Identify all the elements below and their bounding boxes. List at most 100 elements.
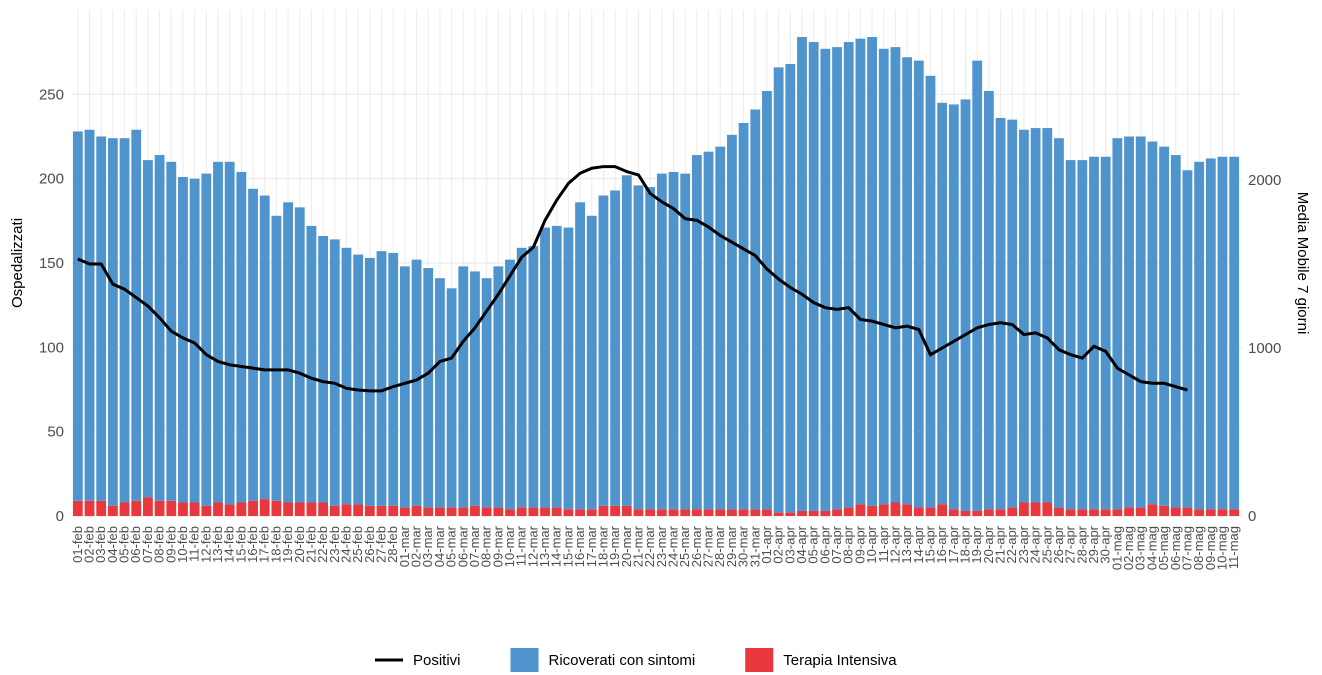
bar bbox=[902, 57, 913, 505]
y2-tick-label: 1000 bbox=[1248, 340, 1281, 357]
x-tick-label: 20-mar bbox=[619, 525, 634, 567]
x-tick-label: 02-mag bbox=[1121, 526, 1136, 570]
bar bbox=[680, 509, 691, 516]
bar bbox=[1170, 507, 1181, 516]
bar bbox=[645, 187, 656, 510]
x-tick-label: 25-apr bbox=[1039, 525, 1054, 563]
bar bbox=[913, 60, 924, 508]
legend-swatch bbox=[510, 648, 539, 672]
bar bbox=[119, 502, 130, 516]
x-tick-label: 19-mar bbox=[607, 525, 622, 567]
bar bbox=[563, 509, 574, 516]
x-tick-label: 23-apr bbox=[1016, 525, 1031, 563]
x-tick-label: 27-feb bbox=[374, 526, 389, 563]
bar bbox=[1100, 156, 1111, 510]
bar bbox=[773, 512, 784, 516]
bar bbox=[878, 48, 889, 505]
bar bbox=[306, 502, 317, 516]
bar bbox=[645, 509, 656, 516]
x-tick-label: 26-feb bbox=[362, 526, 377, 563]
bar bbox=[72, 131, 83, 501]
x-tick-label: 12-apr bbox=[887, 525, 902, 563]
bar bbox=[691, 155, 702, 510]
bar bbox=[598, 195, 609, 506]
bar bbox=[1182, 507, 1193, 516]
bar bbox=[72, 500, 83, 516]
x-tick-label: 26-apr bbox=[1051, 525, 1066, 563]
bar bbox=[107, 138, 118, 506]
bar bbox=[329, 505, 340, 516]
bar bbox=[493, 266, 504, 508]
bar bbox=[411, 505, 422, 516]
x-tick-label: 04-mar bbox=[432, 525, 447, 567]
bar bbox=[189, 178, 200, 503]
bar bbox=[481, 507, 492, 516]
bar bbox=[458, 507, 469, 516]
bar bbox=[1159, 146, 1169, 506]
x-tick-label: 22-apr bbox=[1004, 525, 1019, 563]
bar bbox=[1182, 170, 1193, 508]
x-tick-label: 22-mar bbox=[642, 525, 657, 567]
bar bbox=[119, 138, 130, 503]
bar bbox=[855, 38, 866, 505]
x-tick-label: 02-mar bbox=[409, 525, 424, 567]
bar bbox=[738, 123, 749, 510]
bar bbox=[131, 500, 142, 516]
legend-label: Positivi bbox=[413, 652, 461, 669]
x-tick-label: 09-mar bbox=[490, 525, 505, 567]
bar bbox=[937, 102, 948, 505]
x-tick-label: 28-apr bbox=[1074, 525, 1089, 563]
bar bbox=[1077, 509, 1088, 516]
bar bbox=[680, 173, 691, 510]
bar bbox=[925, 75, 936, 508]
bar bbox=[493, 507, 504, 516]
bar bbox=[563, 227, 574, 510]
legend-swatch bbox=[745, 648, 774, 672]
bar bbox=[435, 507, 445, 516]
bar bbox=[329, 239, 340, 506]
bar bbox=[715, 146, 726, 510]
bar bbox=[656, 509, 667, 516]
x-tick-label: 23-mar bbox=[654, 525, 669, 567]
x-tick-label: 16-apr bbox=[934, 525, 949, 563]
bar bbox=[797, 36, 807, 511]
bar bbox=[727, 509, 737, 516]
bar bbox=[610, 190, 621, 506]
bar bbox=[540, 227, 550, 508]
bar bbox=[248, 500, 258, 516]
bar bbox=[633, 509, 644, 516]
y2-tick-label: 0 bbox=[1248, 508, 1256, 525]
bar bbox=[341, 504, 352, 516]
x-tick-label: 03-mar bbox=[420, 525, 435, 567]
x-tick-label: 05-feb bbox=[117, 526, 132, 563]
bar bbox=[248, 188, 258, 501]
x-tick-label: 01-feb bbox=[70, 526, 85, 563]
bar bbox=[1077, 160, 1088, 510]
bar bbox=[213, 161, 223, 503]
bar bbox=[668, 171, 679, 510]
x-tick-label: 24-apr bbox=[1028, 525, 1043, 563]
bar bbox=[236, 171, 247, 503]
x-tick-label: 05-mag bbox=[1156, 526, 1171, 570]
y-tick-label: 50 bbox=[47, 424, 64, 441]
bar bbox=[1229, 509, 1240, 516]
x-tick-label: 13-mar bbox=[537, 525, 552, 567]
bar bbox=[423, 507, 434, 516]
bar bbox=[738, 509, 749, 516]
bar bbox=[399, 507, 410, 516]
x-tick-label: 07-feb bbox=[140, 526, 155, 563]
y-tick-label: 250 bbox=[39, 86, 64, 103]
y-tick-label: 0 bbox=[56, 508, 64, 525]
bar bbox=[411, 259, 422, 506]
x-tick-label: 03-apr bbox=[782, 525, 797, 563]
bar bbox=[575, 202, 585, 510]
bar bbox=[1054, 507, 1064, 516]
bar bbox=[189, 502, 200, 516]
bar bbox=[376, 505, 387, 516]
bar bbox=[668, 509, 679, 516]
bar bbox=[797, 510, 807, 516]
bar bbox=[1135, 507, 1146, 516]
bar bbox=[1112, 138, 1123, 510]
bar bbox=[762, 90, 772, 510]
